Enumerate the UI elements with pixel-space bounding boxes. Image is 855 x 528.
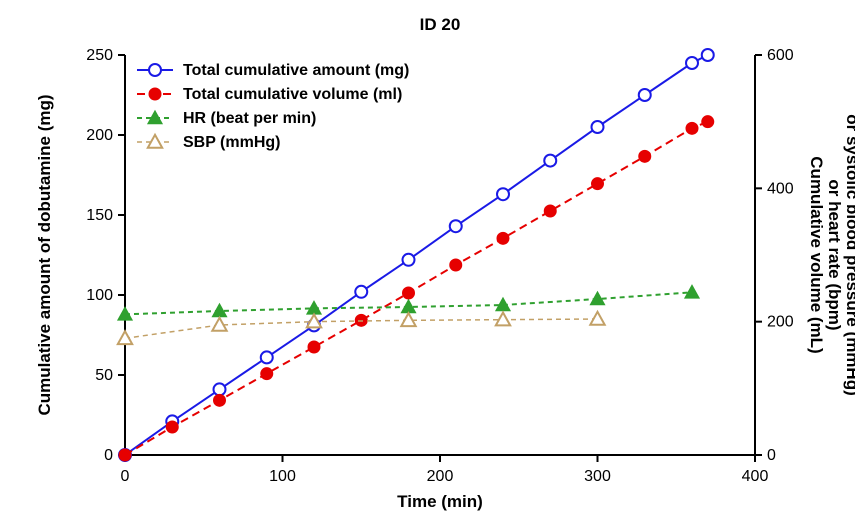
y-left-axis-label: Cumulative amount of dobutamine (mg) [35, 94, 54, 415]
marker [403, 287, 415, 299]
x-tick-label: 100 [269, 468, 296, 485]
marker [214, 394, 226, 406]
y-left-tick-label: 250 [86, 47, 113, 64]
x-axis-label: Time (min) [397, 492, 483, 511]
marker [308, 341, 320, 353]
x-tick-label: 0 [121, 468, 130, 485]
marker [119, 449, 131, 461]
y-right-tick-label: 0 [767, 447, 776, 464]
x-tick-label: 400 [742, 468, 769, 485]
marker [497, 188, 509, 200]
y-left-tick-label: 0 [104, 447, 113, 464]
marker [450, 259, 462, 271]
marker [592, 178, 604, 190]
marker [166, 421, 178, 433]
y-left-tick-label: 100 [86, 287, 113, 304]
marker [702, 116, 714, 128]
chart-container: ID 20 0 100 200 300 400 Time (min) 0 50 100 150 200… [0, 0, 855, 528]
legend-label: SBP (mmHg) [183, 134, 281, 151]
marker [118, 307, 132, 320]
legend-label: Total cumulative amount (mg) [183, 62, 409, 79]
y-right-axis-label-3: or systolic blood pressure (mmHg) [843, 114, 855, 396]
y-right-tick-label: 200 [767, 314, 794, 331]
marker [450, 220, 462, 232]
y-right-axis-label-2: or heart rate (bpm) [825, 179, 844, 330]
y-right-tick-label: 400 [767, 180, 794, 197]
y-right-axis-label-1: Cumulative volume (mL) [807, 156, 826, 353]
y-left-tick-label: 150 [86, 207, 113, 224]
marker [686, 57, 698, 69]
y-left-tick-label: 200 [86, 127, 113, 144]
marker [639, 150, 651, 162]
marker [590, 312, 604, 325]
chart-title: ID 20 [420, 15, 461, 34]
marker [149, 88, 161, 100]
marker [261, 351, 273, 363]
chart-svg: ID 20 0 100 200 300 400 Time (min) 0 50 100 150 200… [0, 0, 855, 528]
legend-label: HR (beat per min) [183, 110, 316, 127]
x-tick-label: 300 [584, 468, 611, 485]
marker [214, 383, 226, 395]
y-left-tick-label: 50 [95, 367, 113, 384]
marker [592, 121, 604, 133]
marker [639, 89, 651, 101]
legend-label: Total cumulative volume (ml) [183, 86, 402, 103]
series-line [125, 122, 708, 455]
marker [355, 286, 367, 298]
y-right-tick-label: 600 [767, 47, 794, 64]
marker [261, 368, 273, 380]
marker [702, 49, 714, 61]
x-tick-label: 200 [427, 468, 454, 485]
marker [544, 155, 556, 167]
marker [497, 232, 509, 244]
marker [544, 205, 556, 217]
marker [496, 312, 510, 325]
marker [118, 331, 132, 344]
marker [686, 122, 698, 134]
marker [685, 285, 699, 298]
marker [149, 64, 161, 76]
marker [403, 254, 415, 266]
